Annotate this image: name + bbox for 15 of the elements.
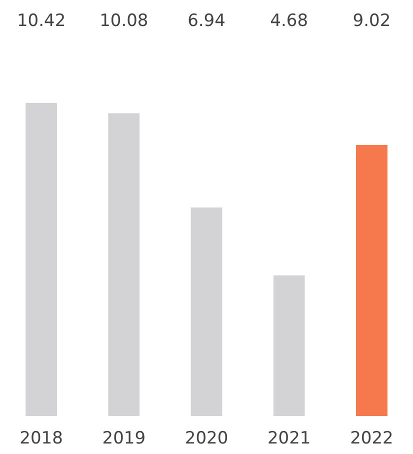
- x-tick-label: 2022: [350, 428, 394, 448]
- data-label: 10.42: [16, 11, 66, 31]
- bar: [26, 103, 57, 416]
- bar: [273, 275, 305, 416]
- bar: [356, 145, 388, 416]
- data-label: 4.68: [270, 11, 308, 31]
- x-tick-label: 2019: [102, 428, 146, 448]
- x-tick-label: 2020: [184, 428, 228, 448]
- x-tick-label: 2018: [20, 428, 63, 448]
- bar: [190, 208, 222, 416]
- bar: [108, 113, 140, 416]
- x-tick-label: 2021: [267, 428, 311, 448]
- data-label: 9.02: [352, 11, 391, 31]
- data-label: 6.94: [188, 11, 226, 31]
- data-label: 10.08: [100, 11, 148, 31]
